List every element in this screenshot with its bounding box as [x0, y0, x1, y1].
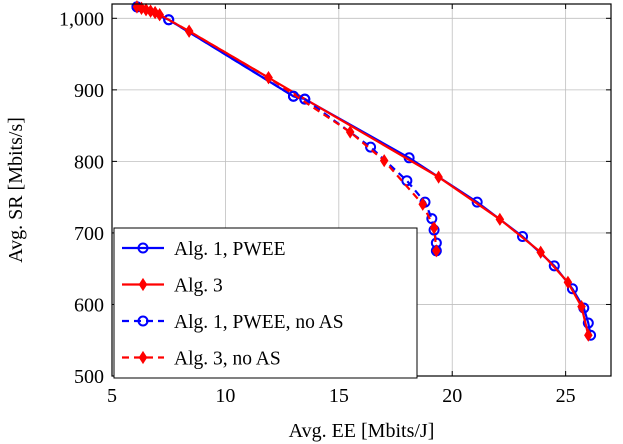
legend-entry: Alg. 1, PWEE, no AS — [122, 312, 344, 333]
data-point — [163, 14, 175, 26]
data-point — [577, 300, 586, 314]
y-tick-label: 800 — [74, 151, 104, 173]
data-point — [299, 93, 311, 105]
data-point — [471, 196, 483, 208]
series-layer — [131, 0, 597, 342]
data-point — [434, 170, 443, 184]
data-point — [584, 328, 593, 342]
data-point — [429, 221, 439, 235]
x-axis-label: Avg. EE [Mbits/J] — [289, 420, 435, 442]
data-point — [548, 260, 560, 272]
data-point — [582, 317, 594, 329]
legend-swatch-marker — [138, 277, 148, 292]
y-tick-label: 600 — [74, 294, 104, 316]
data-point — [536, 245, 545, 259]
legend-swatch-marker — [137, 315, 149, 327]
series-3 — [131, 1, 442, 257]
legend-swatch-marker — [137, 242, 149, 254]
x-tick-label: 10 — [215, 385, 235, 407]
legend-label: Alg. 1, PWEE — [174, 239, 286, 260]
legend-swatch-marker — [138, 350, 148, 365]
series-4 — [132, 0, 441, 258]
data-point — [418, 197, 428, 211]
series-line — [136, 5, 438, 251]
y-tick-label: 700 — [74, 223, 104, 245]
y-tick-label: 900 — [74, 80, 104, 102]
data-point — [264, 71, 273, 85]
data-point — [432, 244, 441, 258]
data-point — [401, 175, 413, 187]
legend-entry: Alg. 1, PWEE — [122, 239, 286, 260]
data-point — [426, 213, 438, 225]
y-axis-label: Avg. SR [Mbits/s] — [5, 117, 27, 263]
ticks: 5 10 15 20 25 500 600 700 800 900 1,000 — [59, 4, 611, 407]
y-tick-label: 1,000 — [59, 8, 104, 30]
series-line — [136, 5, 438, 251]
x-tick-label: 20 — [442, 385, 462, 407]
legend-label: Alg. 1, PWEE, no AS — [174, 312, 344, 333]
data-point — [495, 212, 505, 226]
legend-label: Alg. 3 — [174, 276, 223, 297]
data-point — [184, 24, 194, 38]
data-point — [563, 275, 573, 289]
x-tick-label: 15 — [329, 385, 349, 407]
legend-entry: Alg. 3, no AS — [122, 349, 281, 370]
data-point — [155, 8, 164, 22]
x-tick-label: 25 — [556, 385, 576, 407]
legend: Alg. 1, PWEE Alg. 3 Alg. 1, PWEE, no AS Alg… — [113, 227, 418, 379]
data-point — [517, 231, 529, 242]
data-point — [379, 154, 389, 168]
legend-box — [113, 227, 418, 379]
data-point — [345, 125, 355, 139]
data-point — [365, 141, 377, 153]
y-tick-label: 500 — [74, 366, 104, 388]
x-tick-label: 5 — [107, 385, 117, 407]
legend-entry: Alg. 3 — [122, 276, 223, 297]
legend-label: Alg. 3, no AS — [174, 349, 281, 370]
